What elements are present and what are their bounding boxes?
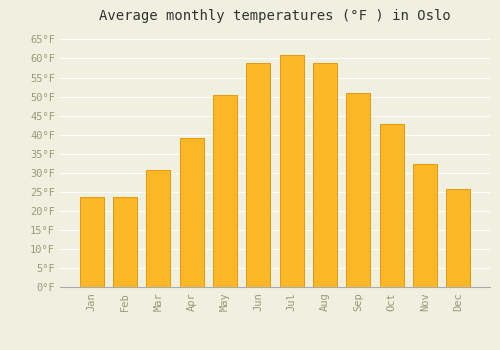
Bar xyxy=(380,124,404,287)
Bar xyxy=(246,63,270,287)
Bar xyxy=(313,63,337,287)
Bar xyxy=(280,55,303,287)
Bar xyxy=(80,197,104,287)
Bar xyxy=(413,163,437,287)
Bar xyxy=(446,189,470,287)
Bar xyxy=(346,93,370,287)
Bar xyxy=(146,170,171,287)
Bar xyxy=(180,138,204,287)
Bar xyxy=(213,94,237,287)
Bar xyxy=(113,197,137,287)
Title: Average monthly temperatures (°F ) in Oslo: Average monthly temperatures (°F ) in Os… xyxy=(99,9,451,23)
